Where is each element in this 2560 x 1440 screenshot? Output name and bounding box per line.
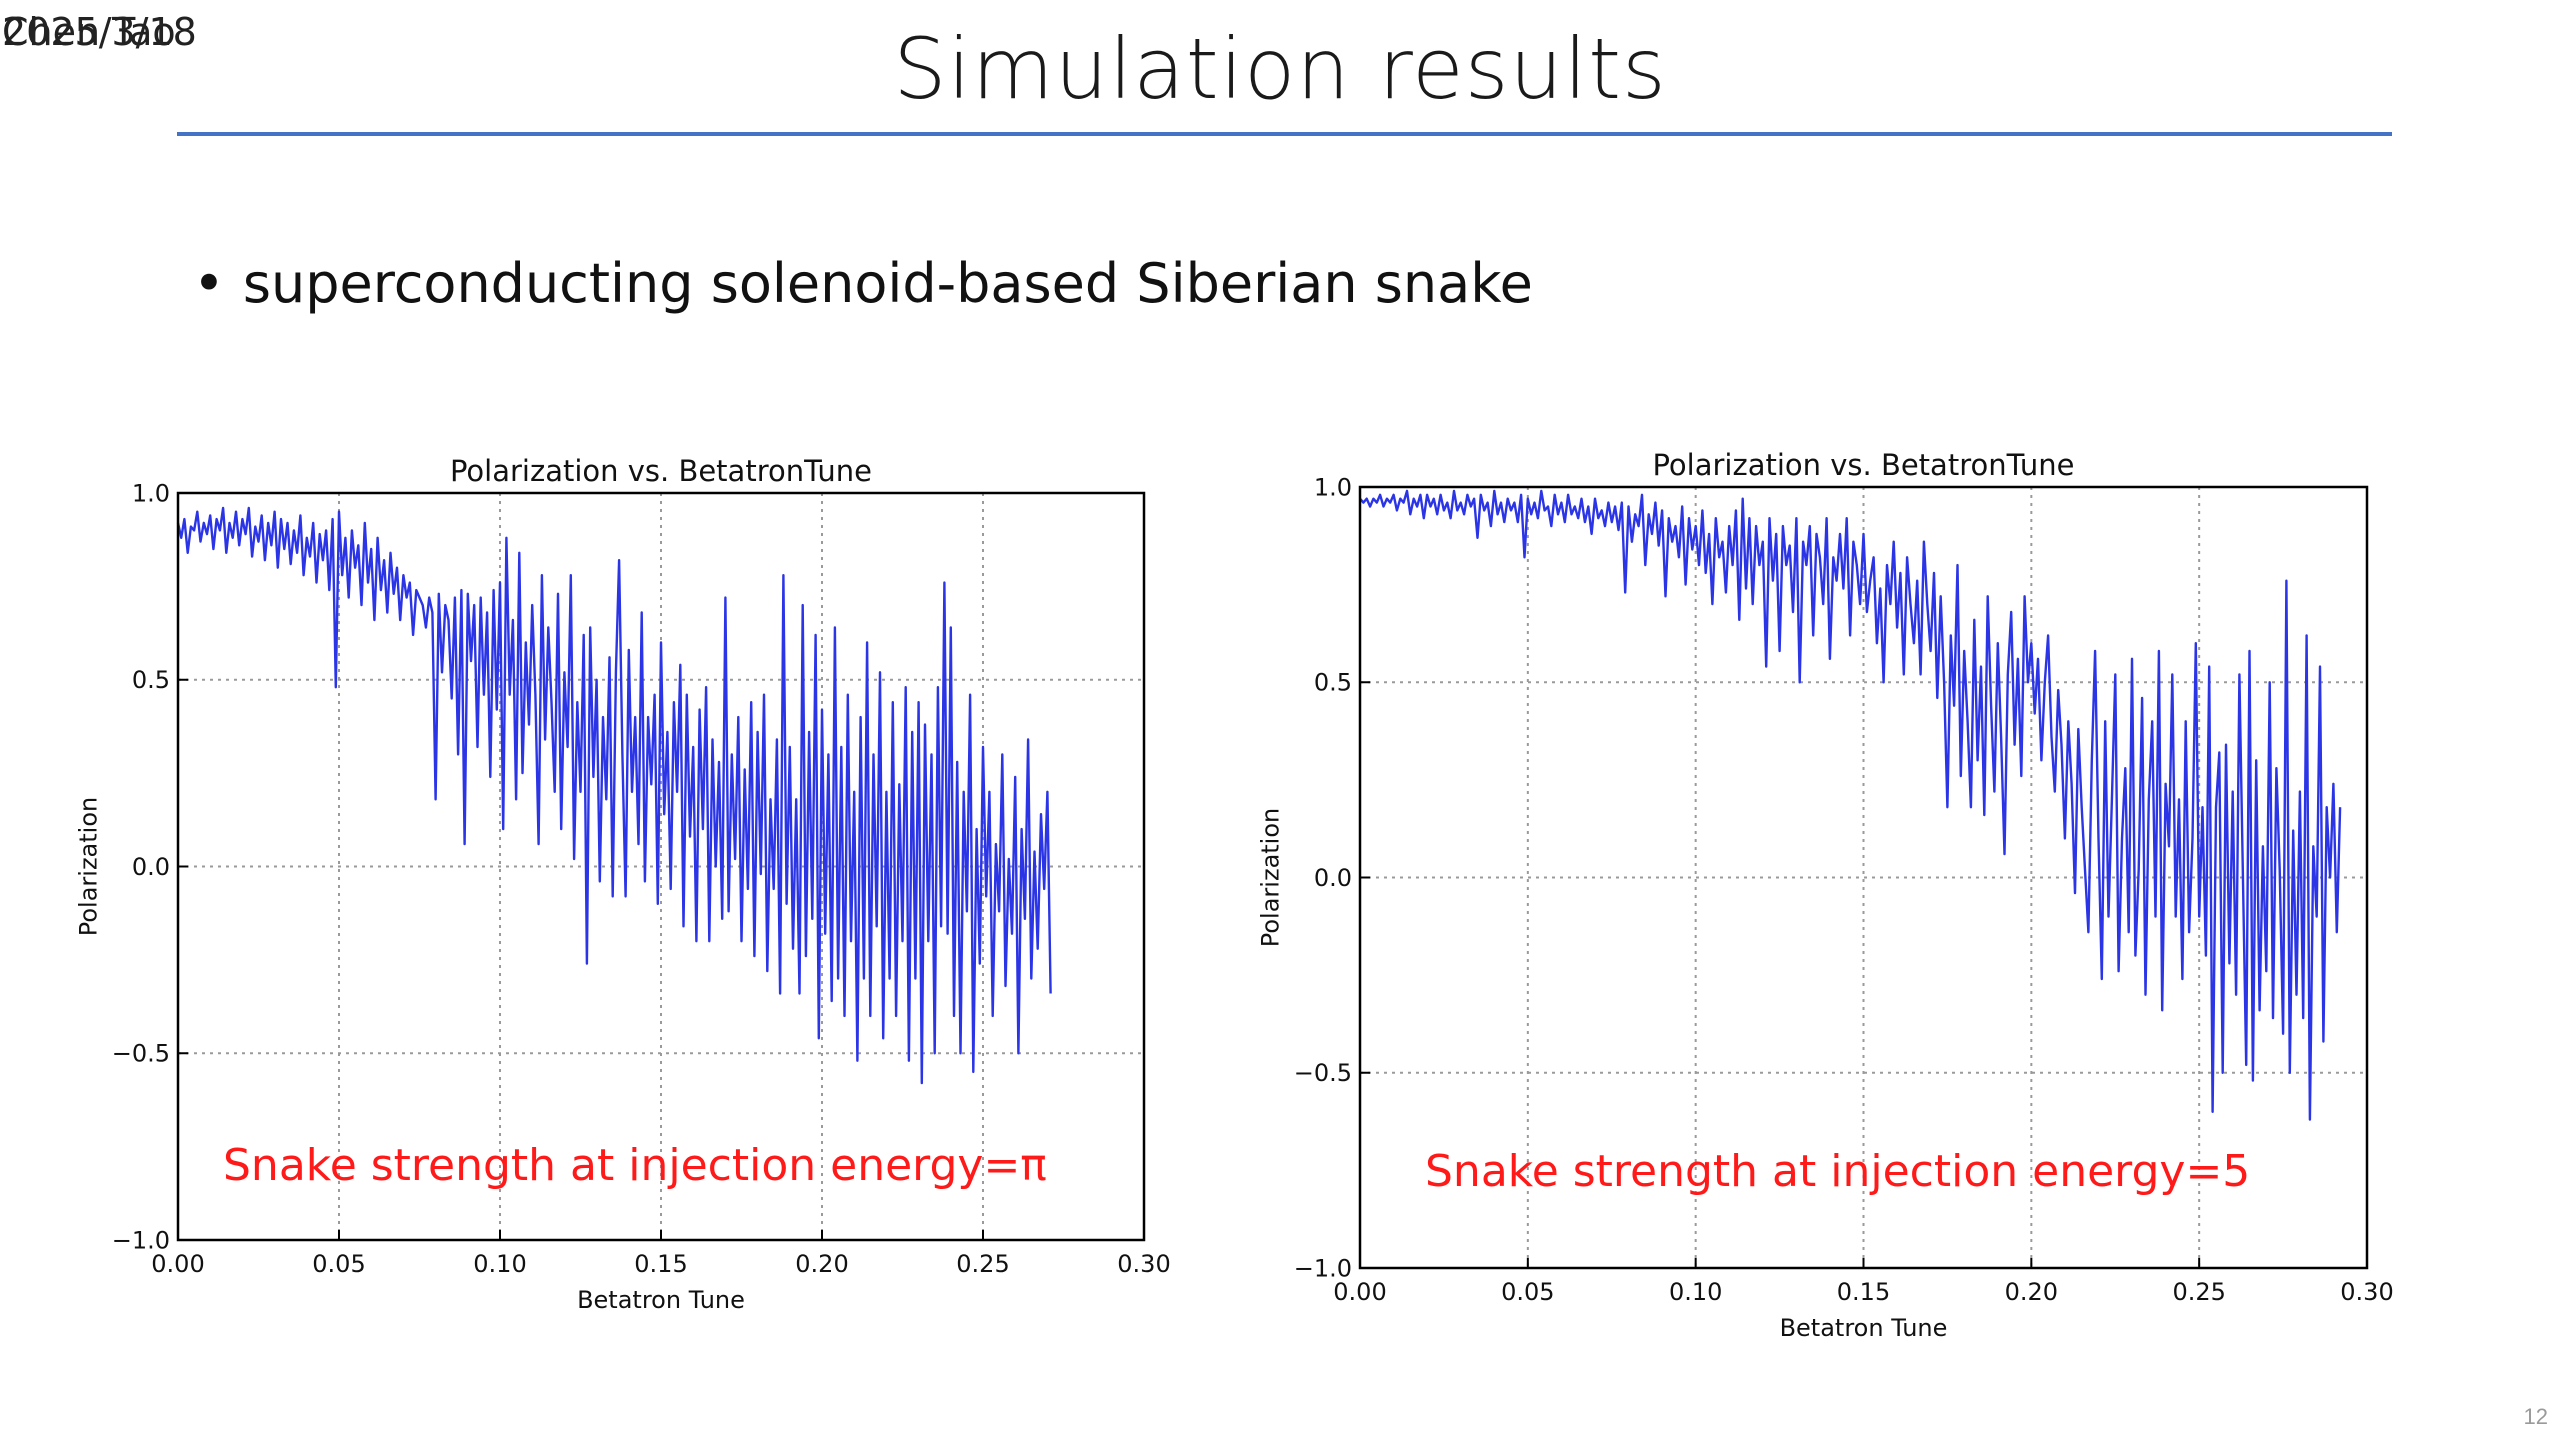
y-tick-label: 0.0 — [1314, 864, 1352, 892]
series-line — [1359, 489, 2342, 1121]
x-tick-label: 0.10 — [1669, 1278, 1722, 1306]
y-tick-label: −1.0 — [112, 1226, 170, 1254]
date-text: 2025/3/18 — [2, 10, 197, 54]
x-tick-label: 0.00 — [151, 1250, 204, 1278]
x-tick-label: 0.30 — [1117, 1250, 1170, 1278]
y-tick-label: 1.0 — [1314, 473, 1352, 501]
title-underline — [177, 132, 2392, 136]
snake-strength-annotation: Snake strength at injection energy=5 — [1425, 1146, 2250, 1197]
y-tick-label: 0.5 — [1314, 669, 1352, 697]
x-tick-label: 0.10 — [473, 1250, 526, 1278]
y-tick-label: −0.5 — [112, 1040, 170, 1068]
x-tick-label: 0.30 — [2340, 1278, 2393, 1306]
series-line — [176, 506, 1052, 1085]
x-tick-label: 0.25 — [956, 1250, 1009, 1278]
slide-title: Simulation results — [893, 20, 1667, 118]
plot-frame — [1358, 485, 2369, 1270]
snake-strength-annotation: Snake strength at injection energy=π — [223, 1140, 1047, 1191]
y-tick-label: 0.5 — [132, 666, 170, 694]
plot-frame — [176, 491, 1146, 1242]
x-tick-label: 0.05 — [1501, 1278, 1554, 1306]
slide-number: 12 — [2523, 1404, 2548, 1429]
x-tick-label: 0.20 — [2005, 1278, 2058, 1306]
bullet-item: • superconducting solenoid-based Siberian… — [193, 252, 1533, 315]
author-text: Chen Tao — [2, 10, 176, 54]
header-overlap: 2025/3/18 Chen Tao — [2, 8, 262, 56]
y-axis-label: Polarization — [74, 797, 102, 937]
x-axis-label: Betatron Tune — [1780, 1314, 1948, 1342]
y-tick-label: 1.0 — [132, 479, 170, 507]
y-tick-label: −1.0 — [1294, 1254, 1352, 1282]
chart-right: Polarization vs. BetatronTune 0.00 0.05 0.1… — [1256, 448, 2393, 1342]
y-tick-label: 0.0 — [132, 853, 170, 881]
y-axis-label: Polarization — [1256, 808, 1284, 948]
bullet-dot: • — [193, 252, 225, 315]
chart-title: Polarization vs. BetatronTune — [1652, 448, 2074, 482]
x-tick-label: 0.00 — [1333, 1278, 1386, 1306]
x-tick-label: 0.20 — [795, 1250, 848, 1278]
y-tick-label: −0.5 — [1294, 1059, 1352, 1087]
x-tick-label: 0.05 — [312, 1250, 365, 1278]
chart-left: Polarization vs. BetatronTune 0.00 0.05 0.1… — [74, 454, 1170, 1314]
x-axis-label: Betatron Tune — [577, 1286, 745, 1314]
x-tick-label: 0.15 — [634, 1250, 687, 1278]
bullet-text: superconducting solenoid-based Siberian … — [242, 252, 1533, 315]
x-tick-label: 0.25 — [2172, 1278, 2225, 1306]
x-tick-label: 0.15 — [1837, 1278, 1890, 1306]
chart-title: Polarization vs. BetatronTune — [450, 454, 872, 488]
